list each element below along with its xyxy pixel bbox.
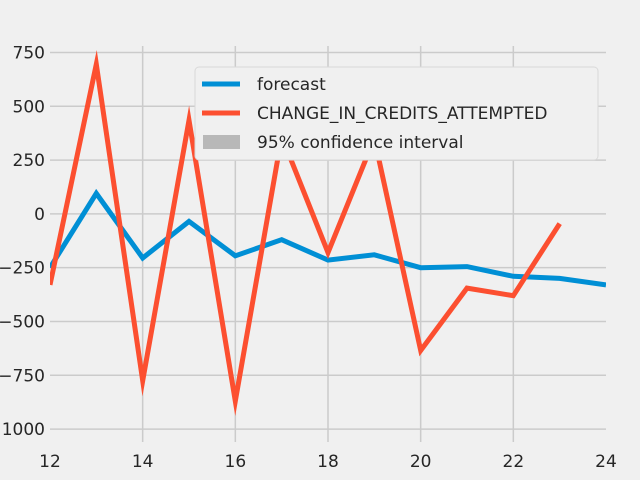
x-axis-tick-labels: 12 14 16 18 20 22 24 [39,452,617,472]
legend-confidence-label: 95% confidence interval [257,133,463,153]
x-tick-label: 20 [410,452,432,472]
legend-confidence-swatch [203,135,240,149]
x-tick-label: 24 [595,452,617,472]
legend-credits-label: CHANGE_IN_CREDITS_ATTEMPTED [257,104,548,124]
legend: forecast CHANGE_IN_CREDITS_ATTEMPTED 95%… [194,66,599,161]
y-tick-label: 500 [13,97,45,117]
x-tick-label: 12 [39,452,61,472]
x-tick-label: 22 [503,452,525,472]
forecast-line [50,188,606,288]
x-tick-label: 16 [225,452,247,472]
y-tick-label: 250 [13,151,45,171]
y-axis-tick-labels: 750 500 250 0 −250 −500 −750 −1000 [0,43,45,440]
y-tick-label: 0 [34,205,45,225]
x-tick-label: 18 [317,452,339,472]
series-lines [50,50,606,417]
y-tick-label: −500 [0,312,45,332]
y-tick-label: 750 [13,43,45,63]
legend-forecast-label: forecast [257,75,326,95]
legend-frame [194,66,599,161]
credits-attempted-line [50,50,562,417]
y-tick-label: −250 [0,259,45,279]
y-tick-label: −750 [0,366,45,386]
x-tick-label: 14 [132,452,154,472]
y-tick-label: −1000 [0,420,45,440]
